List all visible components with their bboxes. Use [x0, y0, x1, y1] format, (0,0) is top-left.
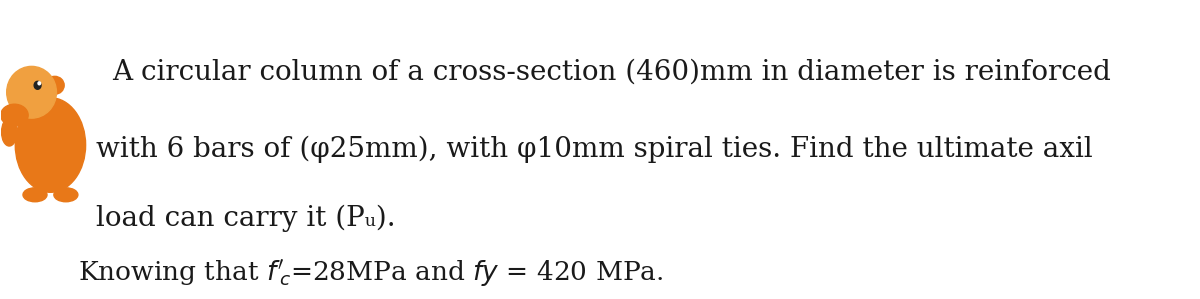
- Text: Knowing that $\mathit{f'\!_c}$=28MPa and $\mathit{fy}$ = 420 MPa.: Knowing that $\mathit{f'\!_c}$=28MPa and…: [78, 257, 664, 289]
- Circle shape: [38, 82, 41, 85]
- Text: with 6 bars of (φ25mm), with φ10mm spiral ties. Find the ultimate axil: with 6 bars of (φ25mm), with φ10mm spira…: [96, 136, 1093, 163]
- Text: A circular column of a cross-section (460)mm in diameter is reinforced: A circular column of a cross-section (46…: [112, 59, 1111, 86]
- Ellipse shape: [23, 188, 47, 202]
- Circle shape: [34, 81, 41, 89]
- Ellipse shape: [7, 66, 56, 118]
- Ellipse shape: [54, 188, 78, 202]
- Ellipse shape: [1, 104, 28, 126]
- Ellipse shape: [1, 118, 17, 146]
- Ellipse shape: [16, 98, 85, 192]
- Text: load can carry it (Pᵤ).: load can carry it (Pᵤ).: [96, 204, 396, 232]
- Ellipse shape: [28, 91, 52, 113]
- Ellipse shape: [46, 76, 64, 94]
